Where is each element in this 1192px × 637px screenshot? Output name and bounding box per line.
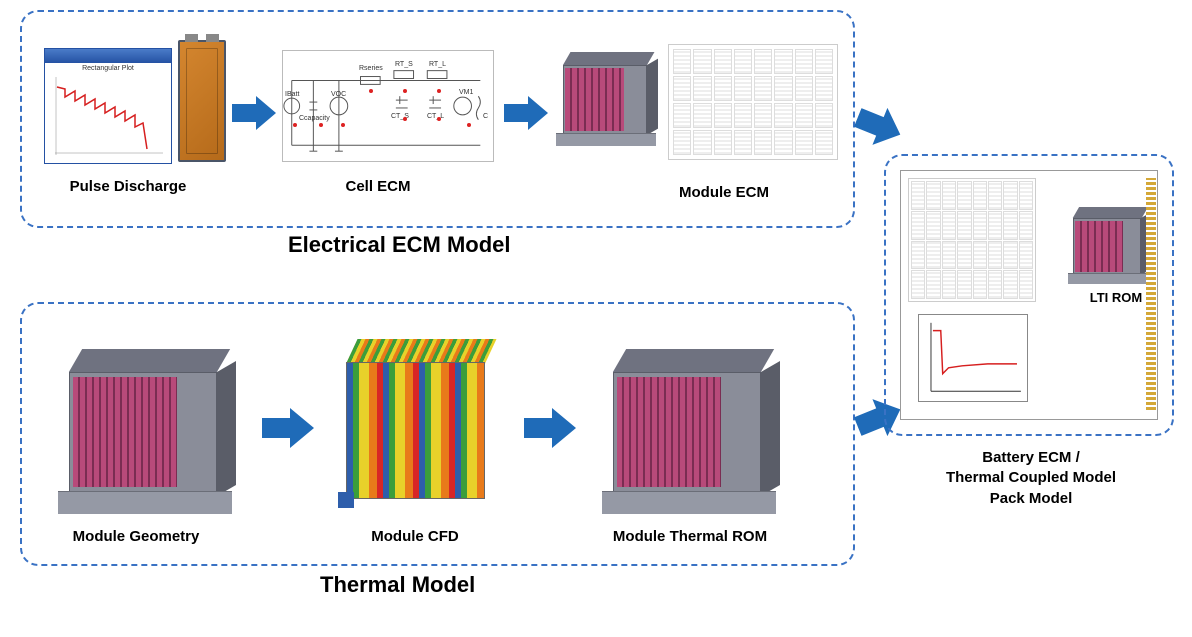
red-dot [437,89,441,93]
lti-rom-label: LTI ROM [1076,290,1156,305]
batt-top [613,349,774,372]
pouch-tab-top [185,34,198,42]
arrow-elec-2 [504,96,548,130]
arrow-therm-1 [262,408,314,448]
batt-side [217,361,236,495]
chart-titlebar [45,49,171,63]
comp-ccap: Ccapacity [299,115,330,122]
red-dot [369,89,373,93]
thermal-title: Thermal Model [320,572,475,598]
cell-ecm-label: Cell ECM [328,178,428,195]
discharge-curve [55,77,163,155]
pulse-discharge-chart: Rectangular Plot [44,48,172,164]
cell-ecm-schematic: IBatt Ccapacity VOC Rseries RT_S RT_L CT… [282,50,494,162]
coupled-label: Battery ECM / Thermal Coupled Model Pack… [906,448,1156,509]
module-ecm-grid [668,44,838,160]
red-dot [403,117,407,121]
cfd-top [346,339,497,364]
module-thermal-rom-3d [594,324,784,514]
pouch-tab-top-2 [206,34,219,42]
comp-c: C [483,113,488,120]
pulse-discharge-label: Pulse Discharge [58,178,198,195]
batt-feet [556,133,655,146]
module-cfd-label: Module CFD [350,528,480,545]
pouch-inner [186,48,218,154]
red-dot [319,123,323,127]
red-dot [341,123,345,127]
module-geometry-label: Module Geometry [56,528,216,545]
cfd-body [346,362,485,499]
red-dot [437,117,441,121]
batt-fins [73,377,178,487]
chart-inner-title: Rectangular Plot [45,65,171,72]
comp-ibatt: IBatt [285,91,299,98]
batt-side [761,361,780,495]
module-cfd-3d [332,324,502,514]
module-ecm-3d [552,38,660,146]
batt-top [69,349,230,372]
arrow-merge-top [849,97,908,155]
rom-curve [919,315,1027,401]
comp-rseries: Rseries [359,65,383,72]
batt-fins [1075,221,1123,272]
coupled-module-3d [1064,196,1152,284]
batt-top [563,52,655,65]
electrical-title: Electrical ECM Model [288,232,511,258]
comp-vm1: VM1 [459,89,473,96]
schematic-svg [283,51,493,161]
module-ecm-label: Module ECM [664,184,784,201]
comp-rts: RT_S [395,61,413,68]
comp-voc: VOC [331,91,346,98]
arrow-elec-1 [232,96,276,130]
coupled-side-strip [1146,178,1156,410]
batt-feet [58,491,233,514]
batt-side [647,59,658,135]
comp-ctl: CT_L [427,113,444,120]
module-thermal-rom-label: Module Thermal ROM [590,528,790,545]
batt-feet [1068,273,1149,284]
coupled-ecm-grid [908,178,1036,302]
rom-chart [918,314,1028,402]
batt-top [1073,207,1148,218]
cfd-legend-icon [338,492,354,508]
arrow-therm-2 [524,408,576,448]
batt-fins [565,68,624,131]
batt-feet [602,491,777,514]
pouch-cell [178,40,226,162]
batt-fins [617,377,722,487]
red-dot [293,123,297,127]
module-geometry-3d [50,324,240,514]
comp-rtl: RT_L [429,61,446,68]
red-dot [403,89,407,93]
red-dot [467,123,471,127]
